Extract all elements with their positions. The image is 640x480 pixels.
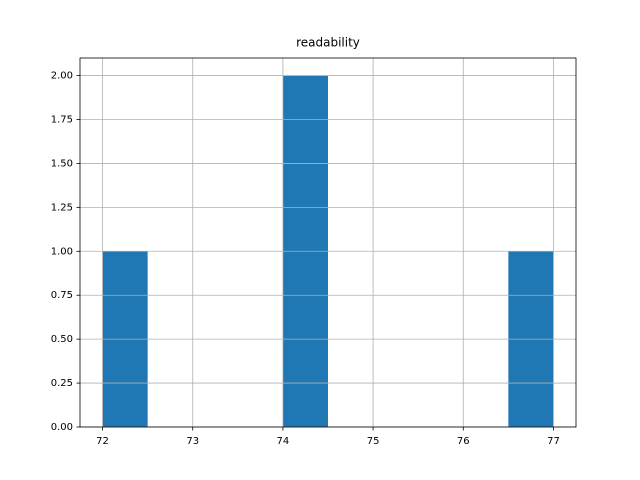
y-tick-label: 1.25 — [51, 202, 73, 213]
x-tick-label: 72 — [96, 436, 109, 447]
y-tick-label: 0.75 — [51, 290, 73, 301]
y-tick-label: 0.50 — [51, 334, 73, 345]
x-tick-label: 74 — [277, 436, 290, 447]
y-tick-label: 1.00 — [51, 246, 73, 257]
y-tick-label: 0.00 — [51, 422, 73, 433]
y-tick-label: 2.00 — [51, 71, 73, 82]
x-tick-label: 77 — [547, 436, 560, 447]
x-tick-label: 75 — [367, 436, 380, 447]
chart-title: readability — [296, 36, 360, 50]
y-tick-label: 0.25 — [51, 378, 73, 389]
y-tick-label: 1.50 — [51, 158, 73, 169]
plot-frame — [79, 57, 577, 428]
x-tick-label: 76 — [457, 436, 470, 447]
x-tick-label: 73 — [186, 436, 199, 447]
y-tick-label: 1.75 — [51, 115, 73, 126]
